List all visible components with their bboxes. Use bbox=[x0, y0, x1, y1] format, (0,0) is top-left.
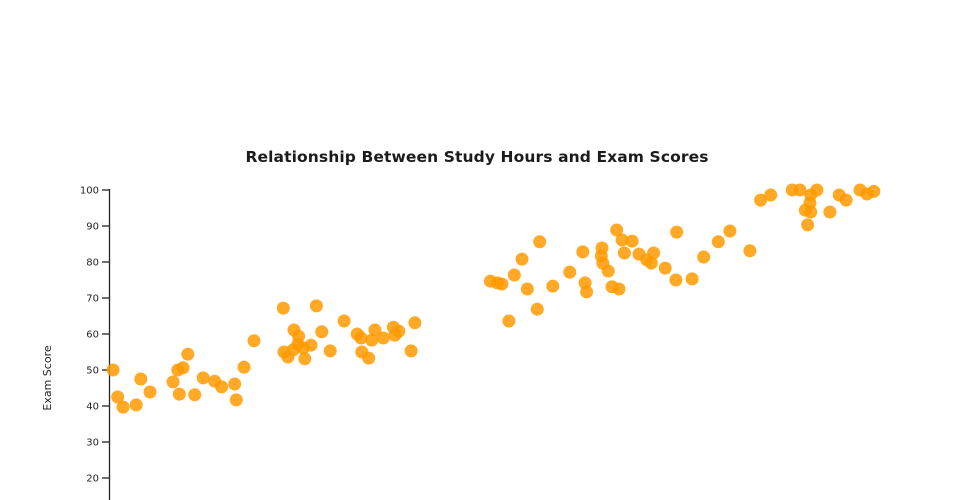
data-point bbox=[615, 233, 629, 247]
data-point bbox=[804, 205, 818, 219]
data-point bbox=[723, 224, 737, 238]
data-point bbox=[134, 372, 148, 386]
data-point bbox=[801, 218, 815, 232]
data-point bbox=[502, 314, 516, 328]
data-point bbox=[810, 183, 824, 197]
y-axis-tick-label: 80 bbox=[86, 258, 99, 269]
data-point bbox=[181, 347, 195, 361]
y-axis-tick-label: 40 bbox=[86, 402, 99, 413]
data-point bbox=[215, 380, 229, 394]
data-point bbox=[658, 261, 672, 275]
data-point bbox=[408, 316, 422, 330]
data-point bbox=[365, 333, 379, 347]
y-axis-tick-label: 100 bbox=[80, 186, 99, 197]
data-point bbox=[530, 302, 544, 316]
data-point bbox=[129, 398, 143, 412]
data-point bbox=[711, 235, 725, 249]
y-axis: 20 30 40 50 60 70 80 90 100 bbox=[80, 186, 111, 500]
data-point bbox=[323, 344, 337, 358]
data-point bbox=[685, 272, 699, 286]
data-point bbox=[823, 205, 837, 219]
data-point bbox=[166, 375, 180, 389]
data-point bbox=[697, 250, 711, 264]
data-point bbox=[404, 344, 418, 358]
data-point bbox=[172, 387, 186, 401]
y-axis-tick-label: 30 bbox=[86, 438, 99, 449]
data-point bbox=[644, 256, 658, 270]
data-point bbox=[867, 184, 881, 198]
data-point bbox=[520, 282, 534, 296]
data-point bbox=[368, 323, 382, 337]
data-point bbox=[176, 361, 190, 375]
data-point bbox=[354, 331, 368, 345]
y-axis-tick-label: 70 bbox=[86, 294, 99, 305]
data-point bbox=[793, 183, 807, 197]
data-point bbox=[601, 264, 615, 278]
data-point bbox=[507, 268, 521, 282]
scatter-points bbox=[106, 183, 881, 414]
data-point bbox=[647, 246, 661, 260]
y-axis-tick-label: 90 bbox=[86, 222, 99, 233]
data-point bbox=[247, 334, 261, 348]
chart-title: Relationship Between Study Hours and Exa… bbox=[245, 148, 709, 166]
data-point bbox=[546, 279, 560, 293]
data-point bbox=[580, 285, 594, 299]
data-point bbox=[111, 390, 125, 404]
data-point bbox=[304, 338, 318, 352]
y-axis-title: Exam Score bbox=[41, 345, 54, 410]
data-point bbox=[754, 193, 768, 207]
data-point bbox=[298, 352, 312, 366]
data-point bbox=[612, 282, 626, 296]
data-point bbox=[743, 244, 757, 258]
data-point bbox=[106, 363, 120, 377]
data-point bbox=[670, 225, 684, 239]
data-point bbox=[188, 388, 202, 402]
data-point bbox=[337, 314, 351, 328]
data-point bbox=[625, 234, 639, 248]
data-point bbox=[563, 265, 577, 279]
y-axis-tick-label: 60 bbox=[86, 330, 99, 341]
data-point bbox=[495, 277, 509, 291]
data-point bbox=[376, 331, 390, 345]
y-axis-tick-label: 50 bbox=[86, 366, 99, 377]
data-point bbox=[143, 385, 157, 399]
data-point bbox=[276, 301, 290, 315]
data-point bbox=[362, 351, 376, 365]
data-point bbox=[533, 235, 547, 249]
data-point bbox=[315, 325, 329, 339]
data-point bbox=[196, 371, 210, 385]
data-point bbox=[392, 324, 406, 338]
data-point bbox=[669, 273, 683, 287]
data-point bbox=[617, 246, 631, 260]
data-point bbox=[515, 252, 529, 266]
data-point bbox=[764, 188, 778, 202]
data-point bbox=[839, 193, 853, 207]
data-point bbox=[116, 400, 130, 414]
data-point bbox=[576, 245, 590, 259]
data-point bbox=[228, 377, 242, 391]
y-axis-tick-label: 20 bbox=[86, 474, 99, 485]
data-point bbox=[237, 360, 251, 374]
data-point bbox=[229, 393, 243, 407]
data-point bbox=[610, 223, 624, 237]
data-point bbox=[309, 299, 323, 313]
